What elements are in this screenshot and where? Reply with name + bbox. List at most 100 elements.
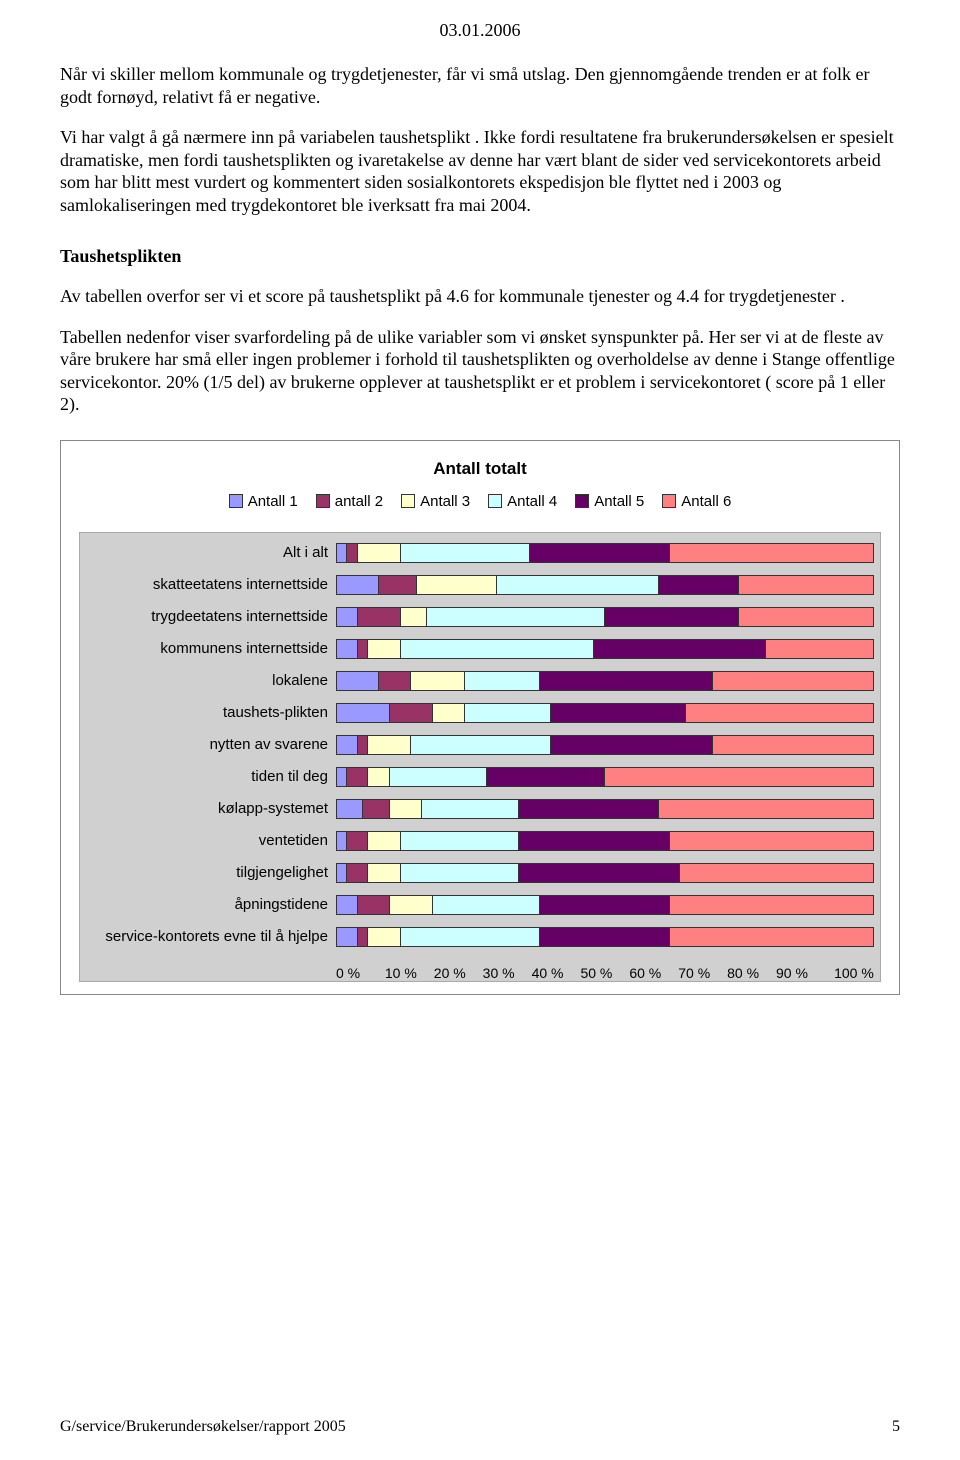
chart-body: Alt i alt skatteetatens internettside tryg… [79,532,881,982]
bar-segment [739,575,874,595]
bar-segment [519,863,680,883]
x-tick: 50 % [580,965,629,981]
x-tick: 20 % [434,965,483,981]
bar-segment [390,895,433,915]
chart-row: skatteetatens internettside [86,575,874,595]
bar-segment [670,543,874,563]
legend-swatch [229,494,243,508]
bar-segment [519,799,659,819]
category-label: skatteetatens internettside [86,576,336,593]
bar-segment [368,735,411,755]
section-heading: Taushetsplikten [60,246,900,267]
bar-segment [347,831,369,851]
x-tick: 70 % [678,965,727,981]
chart-x-axis: 0 %10 %20 %30 %40 %50 %60 %70 %80 %90 %1… [336,959,874,981]
chart-row: taushets-plikten [86,703,874,723]
legend-swatch [316,494,330,508]
bar-segment [368,863,400,883]
bar-segment [766,639,874,659]
bar [336,927,874,947]
chart-container: Antall totalt Antall 1antall 2Antall 3An… [60,440,900,995]
chart-row: service-kontorets evne til å hjelpe [86,927,874,947]
chart-row: Alt i alt [86,543,874,563]
bar-segment [433,895,541,915]
bar-area [336,703,874,723]
bar-area [336,735,874,755]
legend-swatch [575,494,589,508]
bar-segment [358,607,401,627]
bar [336,799,874,819]
chart-bars: Alt i alt skatteetatens internettside tryg… [86,543,874,947]
bar-segment [347,767,369,787]
category-label: ventetiden [86,832,336,849]
bar-segment [605,767,874,787]
legend-item: Antall 6 [662,493,731,510]
bar-segment [336,863,347,883]
bar-segment [465,703,551,723]
bar-area [336,543,874,563]
bar-segment [659,799,874,819]
bar [336,735,874,755]
bar-segment [336,703,390,723]
bar-segment [358,639,369,659]
bar-segment [540,927,669,947]
x-tick: 90 % [776,965,825,981]
chart-title: Antall totalt [79,459,881,479]
footer-page: 5 [892,1418,900,1436]
category-label: tilgjengelighet [86,864,336,881]
chart-legend: Antall 1antall 2Antall 3Antall 4Antall 5… [79,493,881,510]
x-tick: 80 % [727,965,776,981]
bar-segment [417,575,498,595]
category-label: taushets-plikten [86,704,336,721]
bar-segment [411,735,551,755]
bar-area [336,863,874,883]
x-tick: 30 % [483,965,532,981]
legend-label: Antall 1 [248,493,298,510]
chart-row: nytten av svarene [86,735,874,755]
x-tick: 10 % [385,965,434,981]
chart-row: åpningstidene [86,895,874,915]
bar-area [336,671,874,691]
bar-segment [347,863,369,883]
bar-segment [358,895,390,915]
bar-segment [540,895,669,915]
legend-item: Antall 3 [401,493,470,510]
bar-segment [379,575,417,595]
bar-segment [605,607,740,627]
bar-area [336,767,874,787]
bar-segment [390,799,422,819]
bar-segment [401,543,530,563]
bar-segment [390,767,487,787]
bar-segment [336,735,358,755]
bar-segment [390,703,433,723]
legend-item: Antall 5 [575,493,644,510]
bar-segment [530,543,670,563]
bar-segment [358,543,401,563]
bar-segment [336,575,379,595]
bar-area [336,927,874,947]
bar [336,767,874,787]
bar-segment [368,831,400,851]
bar-segment [713,671,874,691]
category-label: Alt i alt [86,544,336,561]
bar [336,607,874,627]
legend-swatch [662,494,676,508]
bar-area [336,607,874,627]
footer-path: G/service/Brukerundersøkelser/rapport 20… [60,1418,346,1436]
category-label: kommunens internettside [86,640,336,657]
legend-swatch [488,494,502,508]
category-label: trygdeetatens internettside [86,608,336,625]
bar-segment [336,543,347,563]
bar-segment [540,671,712,691]
bar-segment [670,831,874,851]
bar-segment [670,927,874,947]
paragraph-4: Tabellen nedenfor viser svarfordeling på… [60,326,900,416]
bar [336,575,874,595]
bar-segment [497,575,658,595]
bar-segment [358,927,369,947]
bar-segment [336,927,358,947]
bar-segment [519,831,670,851]
category-label: tiden til deg [86,768,336,785]
header-date: 03.01.2006 [60,20,900,41]
bar-segment [680,863,874,883]
